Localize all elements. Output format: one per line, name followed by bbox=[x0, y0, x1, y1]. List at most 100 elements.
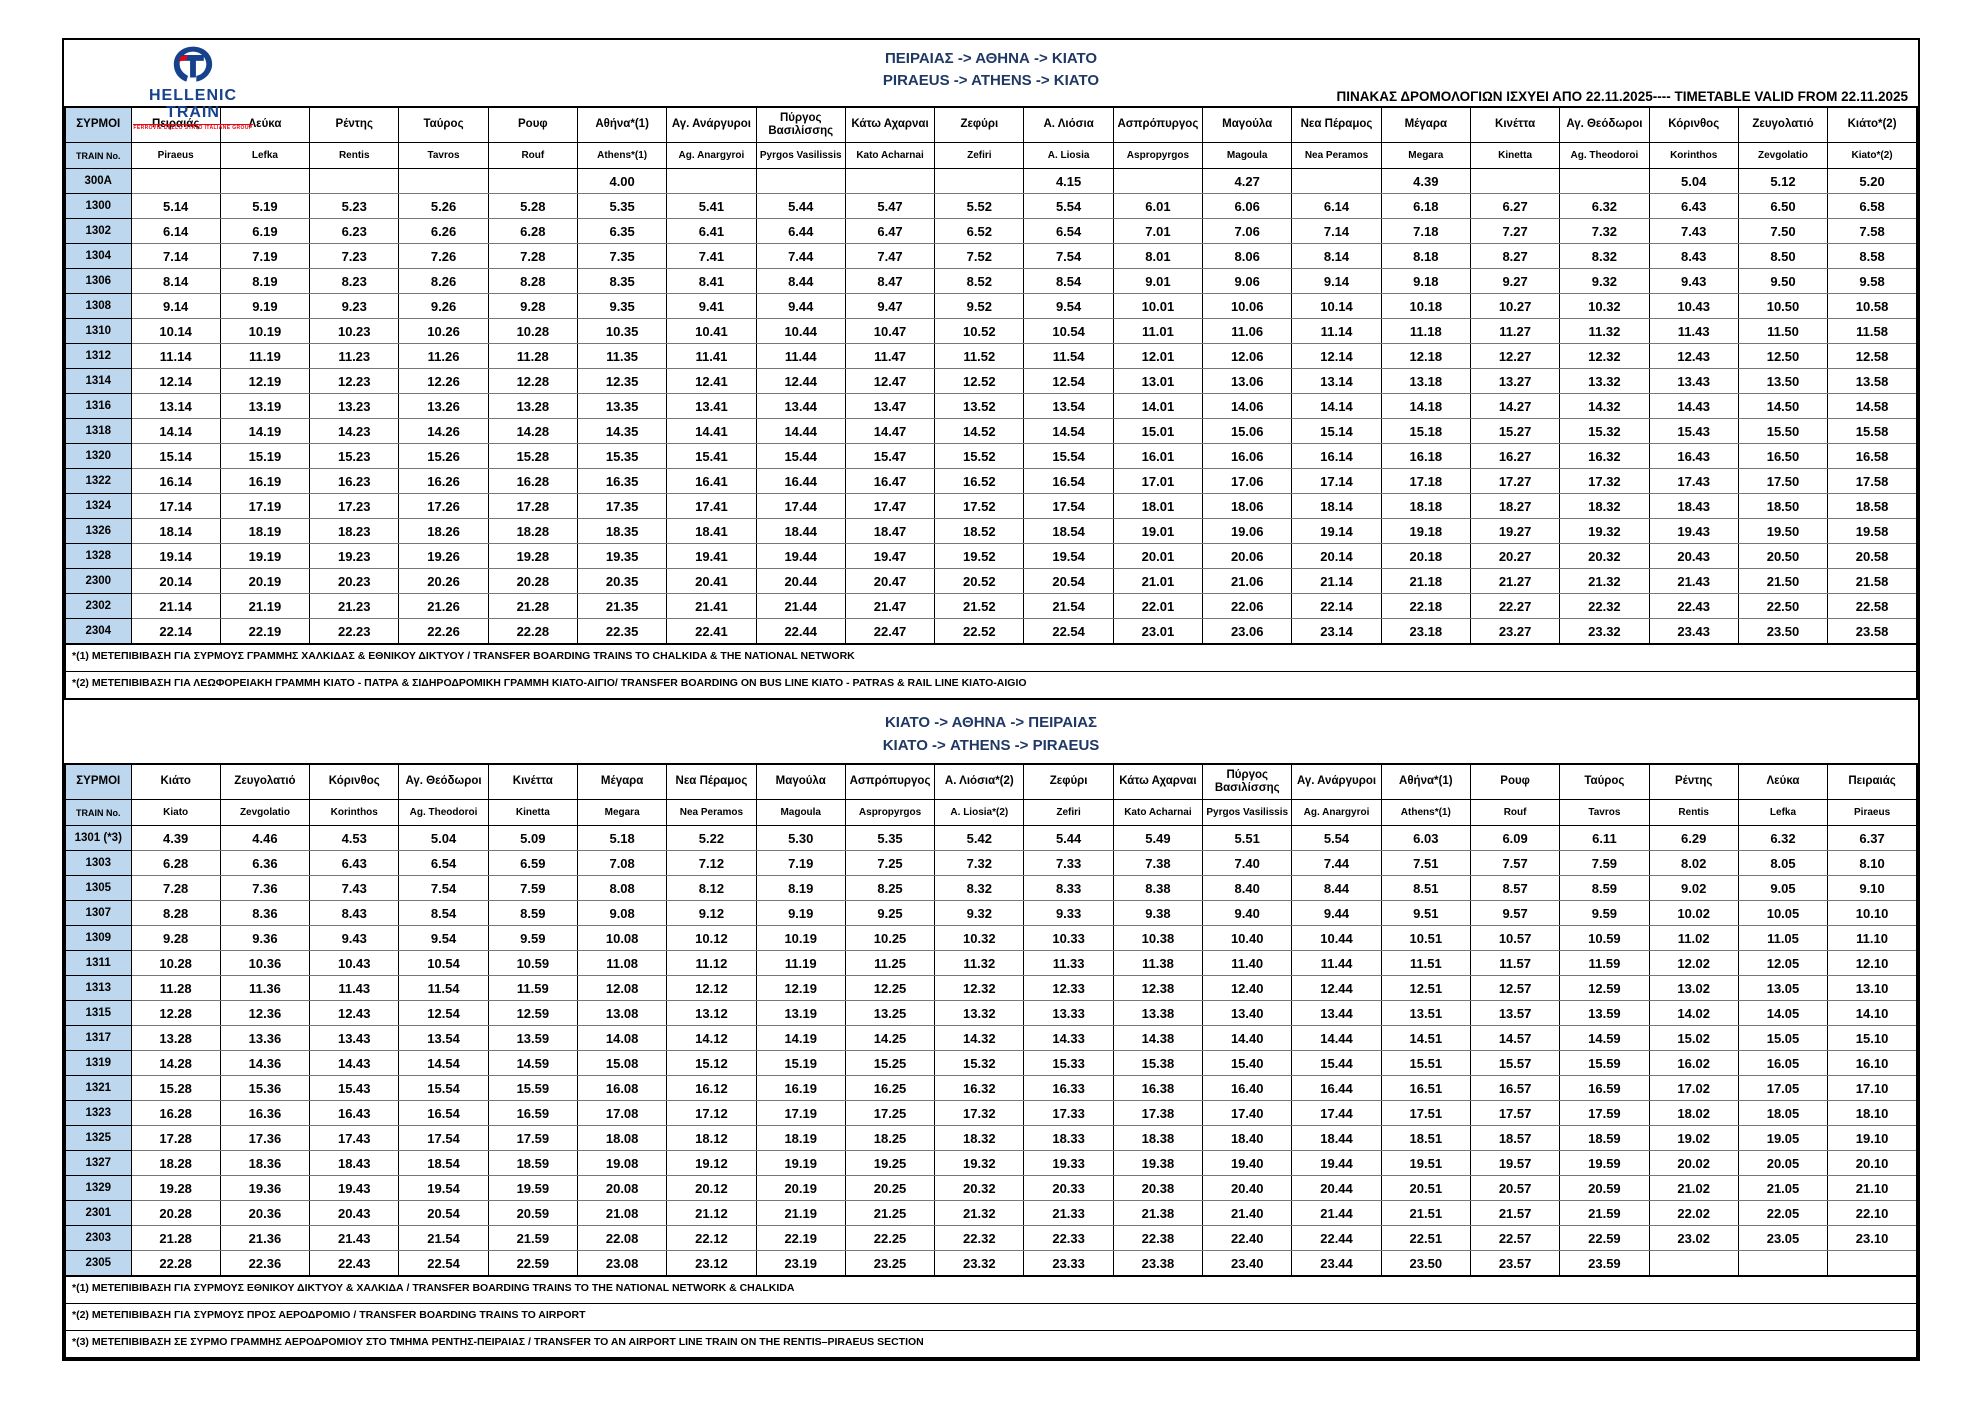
station-header-english: Ag. Theodoroi bbox=[398, 799, 489, 826]
time-cell: 11.58 bbox=[1827, 318, 1918, 344]
time-cell: 12.57 bbox=[1469, 975, 1561, 1001]
time-cell: 13.54 bbox=[1023, 393, 1114, 419]
time-cell: 6.50 bbox=[1737, 193, 1829, 219]
time-cell bbox=[309, 168, 400, 194]
time-cell: 16.50 bbox=[1737, 443, 1829, 469]
time-cell: 8.23 bbox=[309, 268, 400, 294]
time-cell: 17.14 bbox=[130, 493, 221, 519]
time-cell: 19.47 bbox=[844, 543, 936, 569]
time-cell: 20.05 bbox=[1737, 1150, 1829, 1176]
time-cell: 10.52 bbox=[934, 318, 1025, 344]
time-cell: 10.14 bbox=[1291, 293, 1382, 319]
time-cell: 20.27 bbox=[1469, 543, 1561, 569]
time-cell: 18.14 bbox=[1291, 493, 1382, 519]
time-cell: 17.14 bbox=[1291, 468, 1382, 494]
station-header-greek: Κόρινθος bbox=[309, 763, 400, 800]
time-cell: 14.50 bbox=[1737, 393, 1829, 419]
time-cell: 15.33 bbox=[1023, 1050, 1114, 1076]
time-cell: 18.47 bbox=[844, 518, 936, 544]
time-cell: 5.54 bbox=[1291, 825, 1382, 851]
time-cell: 7.32 bbox=[1559, 218, 1650, 244]
timetable-row: 1310 10.14 10.19 10.23 10.26 10.28 10.35 10.41 1… bbox=[64, 318, 1918, 344]
time-cell: 12.54 bbox=[398, 1000, 489, 1026]
time-cell: 12.50 bbox=[1737, 343, 1829, 369]
time-cell: 21.06 bbox=[1202, 568, 1293, 594]
train-number-cell: 1307 bbox=[64, 900, 132, 926]
time-cell: 11.52 bbox=[934, 343, 1025, 369]
time-cell: 15.52 bbox=[934, 443, 1025, 469]
time-cell: 4.15 bbox=[1023, 168, 1114, 194]
time-cell: 11.05 bbox=[1737, 925, 1829, 951]
route-title-1: ΠΕΙΡΑΙΑΣ -> ΑΘΗΝΑ -> ΚΙΑΤΟ PIRAEUS -> AT… bbox=[64, 48, 1918, 92]
time-cell: 9.23 bbox=[309, 293, 400, 319]
time-cell: 21.08 bbox=[576, 1200, 668, 1226]
time-cell: 8.18 bbox=[1380, 243, 1471, 269]
time-cell: 8.02 bbox=[1648, 850, 1739, 876]
time-cell: 11.44 bbox=[755, 343, 846, 369]
time-cell: 16.54 bbox=[1023, 468, 1114, 494]
time-cell: 15.43 bbox=[309, 1075, 400, 1101]
time-cell: 22.23 bbox=[309, 618, 400, 645]
station-header-greek: Κιάτο*(2) bbox=[1827, 106, 1918, 143]
station-header-greek: Α. Λιόσια bbox=[1023, 106, 1114, 143]
time-cell: 11.41 bbox=[666, 343, 757, 369]
time-cell: 13.25 bbox=[844, 1000, 936, 1026]
time-cell: 8.41 bbox=[666, 268, 757, 294]
timetable-row: 1315 12.28 12.36 12.43 12.54 12.59 13.08 13.12 1… bbox=[64, 1000, 1918, 1026]
time-cell: 7.43 bbox=[309, 875, 400, 901]
time-cell: 8.19 bbox=[219, 268, 311, 294]
time-cell: 23.33 bbox=[1023, 1250, 1114, 1277]
time-cell: 10.01 bbox=[1112, 293, 1204, 319]
time-cell: 7.08 bbox=[576, 850, 668, 876]
time-cell: 22.19 bbox=[219, 618, 311, 645]
time-cell: 21.58 bbox=[1827, 568, 1918, 594]
station-header-greek: Πειραιάς bbox=[1827, 763, 1918, 800]
time-cell bbox=[1469, 168, 1561, 194]
time-cell: 20.12 bbox=[666, 1175, 757, 1201]
time-cell: 13.06 bbox=[1202, 368, 1293, 394]
time-cell: 20.10 bbox=[1827, 1150, 1918, 1176]
time-cell: 21.41 bbox=[666, 593, 757, 619]
train-number-cell: 1326 bbox=[64, 518, 132, 544]
time-cell: 19.50 bbox=[1737, 518, 1829, 544]
time-cell: 8.43 bbox=[1648, 243, 1739, 269]
time-cell: 10.28 bbox=[130, 950, 221, 976]
time-cell: 6.41 bbox=[666, 218, 757, 244]
time-cell: 8.54 bbox=[1023, 268, 1114, 294]
footnote: *(1) ΜΕΤΕΠΙΒΙΒΑΣΗ ΓΙΑ ΣΥΡΜΟΥΣ ΓΡΑΜΜΗΣ ΧΑ… bbox=[66, 645, 1916, 672]
time-cell: 14.54 bbox=[1023, 418, 1114, 444]
time-cell: 14.01 bbox=[1112, 393, 1204, 419]
station-header-greek: Ασπρόπυργος bbox=[844, 763, 936, 800]
time-cell: 9.59 bbox=[487, 925, 578, 951]
train-number-cell: 2301 bbox=[64, 1200, 132, 1226]
time-cell: 8.35 bbox=[576, 268, 668, 294]
time-cell: 19.44 bbox=[755, 543, 846, 569]
time-cell: 22.36 bbox=[219, 1250, 311, 1277]
time-cell: 16.41 bbox=[666, 468, 757, 494]
time-cell: 10.19 bbox=[219, 318, 311, 344]
time-cell: 11.36 bbox=[219, 975, 311, 1001]
time-cell: 21.43 bbox=[1648, 568, 1739, 594]
time-cell: 16.52 bbox=[934, 468, 1025, 494]
timetable-row: 1324 17.14 17.19 17.23 17.26 17.28 17.35 17.41 1… bbox=[64, 493, 1918, 519]
time-cell bbox=[1112, 168, 1204, 194]
time-cell: 15.50 bbox=[1737, 418, 1829, 444]
time-cell: 4.53 bbox=[309, 825, 400, 851]
station-header-greek: Αθήνα*(1) bbox=[576, 106, 668, 143]
time-cell: 14.26 bbox=[398, 418, 489, 444]
time-cell: 14.02 bbox=[1648, 1000, 1739, 1026]
route-title-1-english: PIRAEUS -> ATHENS -> KIATO bbox=[882, 71, 1100, 89]
time-cell: 6.06 bbox=[1202, 193, 1293, 219]
time-cell: 18.01 bbox=[1112, 493, 1204, 519]
timetable-row: 1326 18.14 18.19 18.23 18.26 18.28 18.35 18.41 1… bbox=[64, 518, 1918, 544]
time-cell bbox=[844, 168, 936, 194]
route-title-2-english: ΚΙΑΤΟ -> ATHENS -> PIRAEUS bbox=[882, 736, 1100, 754]
time-cell: 22.59 bbox=[487, 1250, 578, 1277]
time-cell: 15.41 bbox=[666, 443, 757, 469]
time-cell: 22.14 bbox=[130, 618, 221, 645]
time-cell: 6.19 bbox=[219, 218, 311, 244]
time-cell: 22.12 bbox=[666, 1225, 757, 1251]
time-cell: 16.35 bbox=[576, 468, 668, 494]
time-cell: 17.59 bbox=[1559, 1100, 1650, 1126]
train-number-cell: 1313 bbox=[64, 975, 132, 1001]
